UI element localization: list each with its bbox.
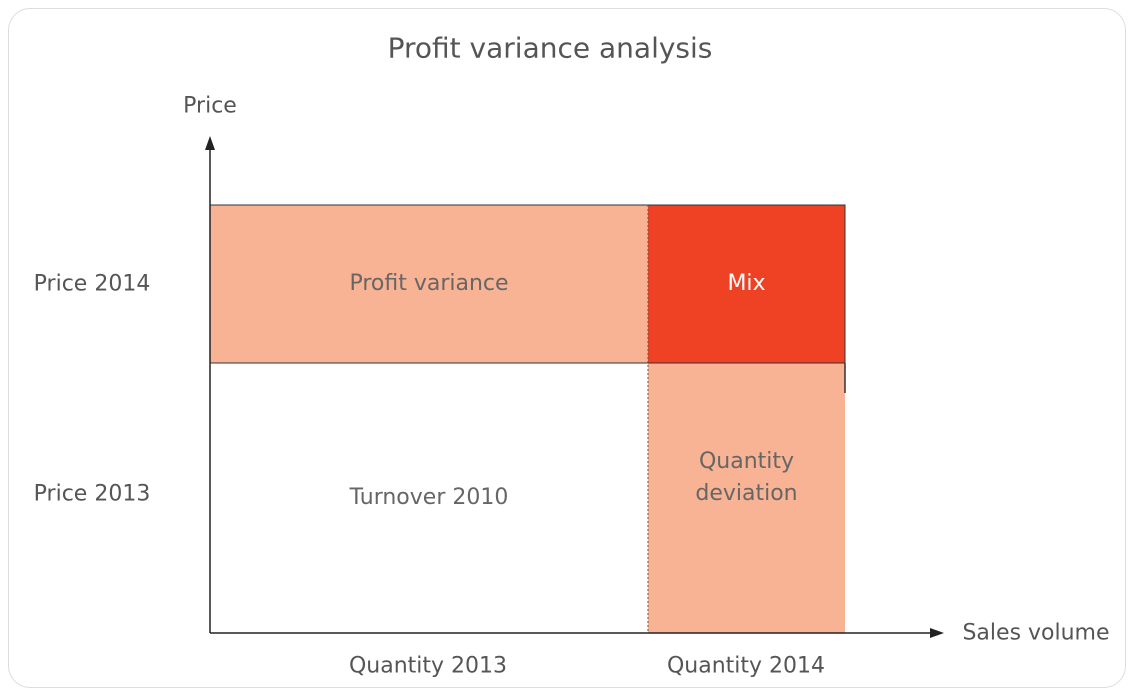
quantity-deviation-box	[648, 363, 845, 633]
column-label: Quantity 2013	[348, 653, 508, 679]
cell-label: Turnover 2010	[349, 485, 509, 511]
x-axis-arrow	[930, 628, 944, 638]
card	[8, 8, 1126, 688]
column-label: Quantity 2014	[666, 653, 826, 679]
y-axis-label: Price	[183, 93, 237, 119]
row-label: Price 2013	[33, 481, 151, 507]
cell-label: Mix	[727, 271, 766, 297]
row-label: Price 2014	[33, 271, 151, 297]
cell-label: Profit variance	[349, 271, 509, 297]
x-axis-label: Sales volume	[962, 620, 1110, 646]
title: Profit variance analysis	[387, 31, 713, 65]
profit-variance-box	[210, 205, 648, 363]
mix-box	[648, 205, 845, 363]
y-axis-arrow	[205, 136, 215, 150]
cell-label: Quantity deviation	[695, 449, 798, 506]
